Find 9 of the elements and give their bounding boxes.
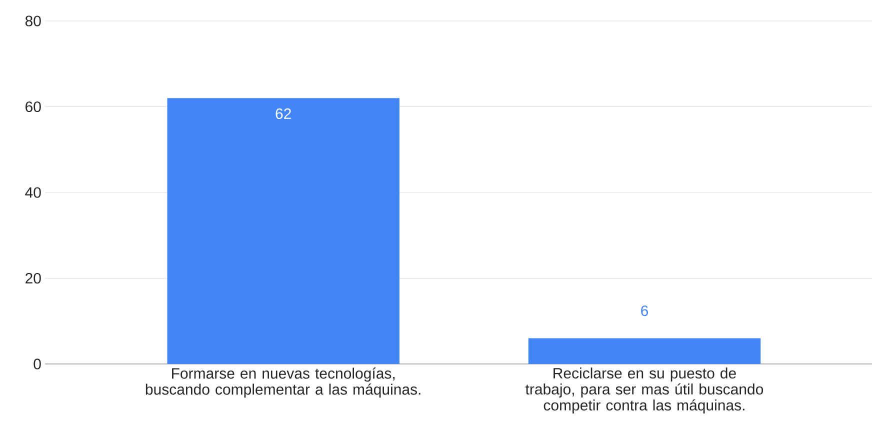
y-tick-label: 40 <box>25 187 41 198</box>
x-tick-label: Formarse en nuevas tecnologías, buscando complementar a las máquinas. <box>146 368 420 398</box>
y-tick-label: 20 <box>26 272 41 284</box>
y-tick-label: 60 <box>26 101 41 112</box>
y-tick-label: 0 <box>34 358 41 370</box>
y-tick-label: 80 <box>25 16 41 26</box>
data-label: 62 <box>276 108 291 119</box>
x-tick-label: Reciclarse en su puesto de trabajo, para ser mas útil buscando competir contra las máquinas. <box>525 368 764 414</box>
data-label: 6 <box>641 305 648 316</box>
